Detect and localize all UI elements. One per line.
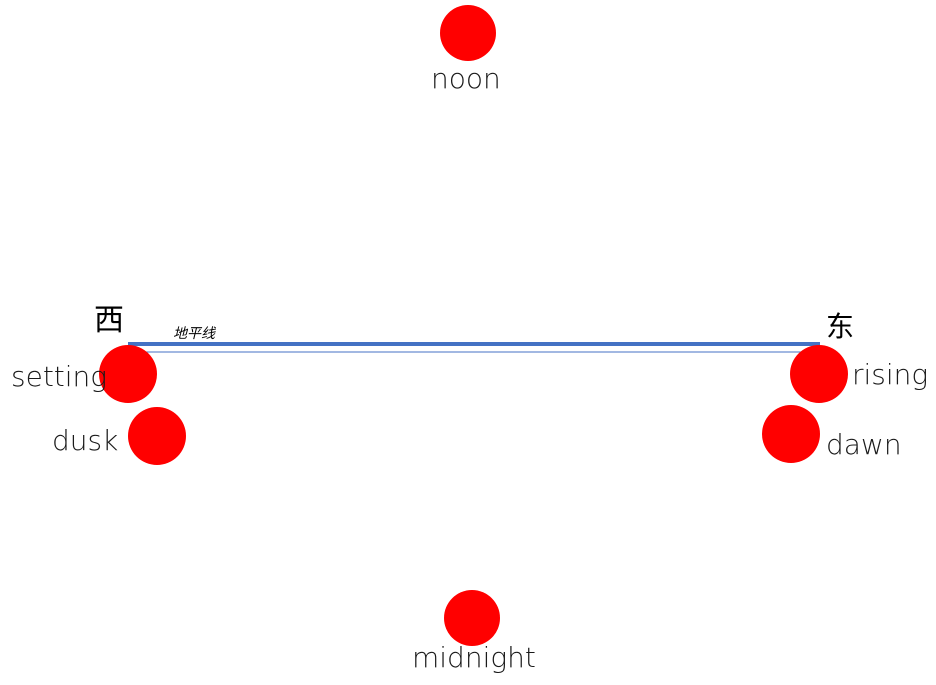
sun-midnight [444,590,500,646]
sun-setting [99,345,157,403]
sun-dusk [128,407,186,465]
label-noon: noon [431,62,501,95]
west-label: 西 [94,303,124,338]
sun-rising [790,345,848,403]
label-setting: setting [11,360,108,393]
sun-dawn [762,405,820,463]
label-dusk: dusk [52,424,119,457]
label-dawn: dawn [826,428,902,461]
label-midnight: midnight [412,641,536,674]
sun-noon [440,5,496,61]
horizon-label: 地平线 [173,326,215,342]
east-label: 东 [826,310,855,343]
label-rising: rising [852,358,929,391]
